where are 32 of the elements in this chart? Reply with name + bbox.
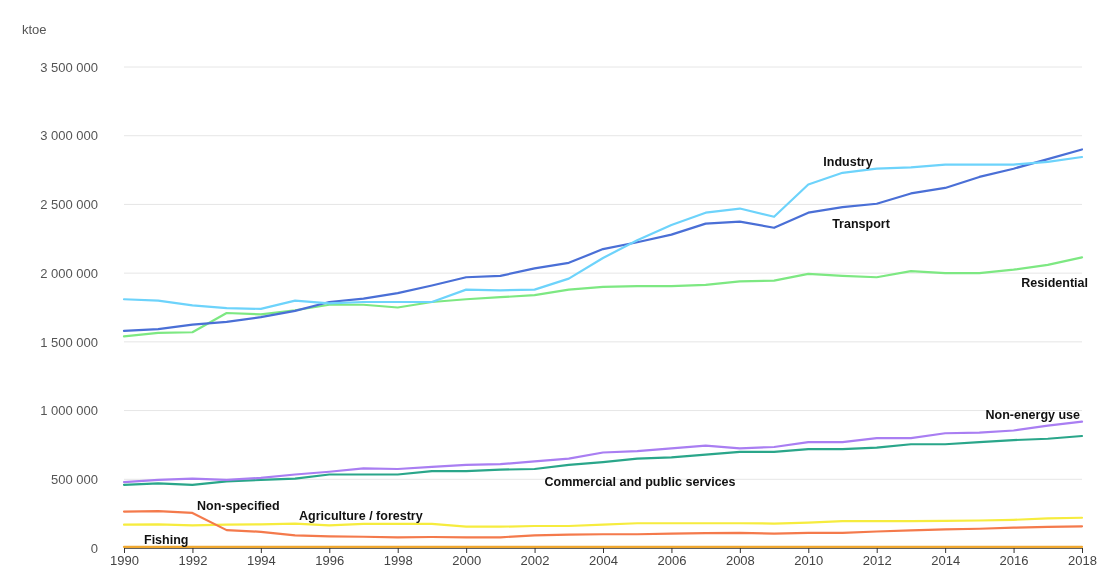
x-tick-label: 2008 [725,553,755,569]
y-tick-label: 2 000 000 [40,265,98,281]
x-tick-label: 2012 [862,553,892,569]
x-tick-label: 1998 [383,553,413,569]
series-label: Industry [823,155,873,169]
x-tick-label: 1994 [246,553,276,569]
series-label: Commercial and public services [544,475,736,489]
x-tick-label: 2016 [999,553,1029,569]
y-axis-title: ktoe [22,22,47,37]
y-tick-label: 0 [90,540,98,556]
x-tick-label: 2004 [589,553,618,569]
x-tick-label: 2018 [1068,553,1097,569]
series-label: Agriculture / forestry [299,509,423,523]
x-tick-label: 1990 [110,553,139,569]
series-label: Fishing [144,533,189,547]
x-tick-label: 2006 [657,553,687,569]
x-tick-label: 2000 [452,553,482,569]
series-label: Residential [1021,276,1088,290]
y-tick-label: 500 000 [51,471,98,487]
x-tick-label: 2014 [931,553,961,569]
y-tick-label: 3 000 000 [40,128,98,144]
series-label: Non-specified [197,499,280,513]
y-tick-label: 3 500 000 [40,59,98,75]
x-tick-label: 1996 [315,553,345,569]
y-tick-label: 1 000 000 [40,403,98,419]
series-label: Non-energy use [985,408,1081,422]
y-tick-label: 1 500 000 [40,334,98,350]
series-label: Transport [832,217,891,231]
y-tick-label: 2 500 000 [40,197,98,213]
x-tick-label: 2002 [520,553,550,569]
x-tick-label: 1992 [178,553,208,569]
x-tick-label: 2010 [794,553,824,569]
